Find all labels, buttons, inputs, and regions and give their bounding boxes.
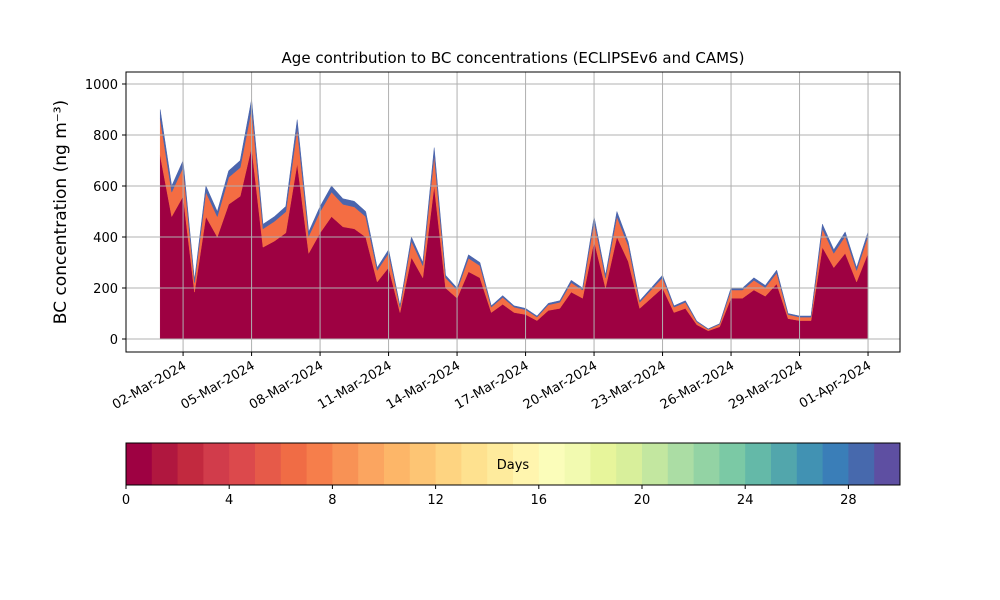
colorbar-swatch bbox=[358, 443, 385, 485]
colorbar-swatch bbox=[745, 443, 772, 485]
colorbar-tick-label: 24 bbox=[737, 493, 754, 508]
x-tick-label: 08-Mar-2024 bbox=[247, 358, 326, 412]
colorbar-tick-label: 0 bbox=[122, 493, 130, 508]
x-tick-label: 05-Mar-2024 bbox=[178, 358, 257, 412]
y-tick-label: 800 bbox=[93, 129, 118, 144]
colorbar-swatch bbox=[822, 443, 849, 485]
x-tick-label: 29-Mar-2024 bbox=[726, 358, 805, 412]
y-tick-label: 400 bbox=[93, 231, 118, 246]
colorbar-swatch bbox=[642, 443, 669, 485]
colorbar-swatch bbox=[796, 443, 824, 485]
colorbar-swatch bbox=[255, 443, 282, 485]
colorbar-swatch bbox=[280, 443, 308, 485]
colorbar-swatch bbox=[771, 443, 798, 485]
colorbar-tick-label: 28 bbox=[840, 493, 857, 508]
x-tick-label: 20-Mar-2024 bbox=[521, 358, 600, 412]
colorbar-swatch bbox=[435, 443, 462, 485]
colorbar-swatch bbox=[229, 443, 256, 485]
colorbar-swatch bbox=[874, 443, 901, 485]
x-tick-label: 23-Mar-2024 bbox=[589, 358, 668, 412]
colorbar-swatch bbox=[693, 443, 720, 485]
x-tick-label: 17-Mar-2024 bbox=[452, 358, 531, 412]
colorbar-swatch bbox=[461, 443, 488, 485]
colorbar-swatch bbox=[513, 443, 540, 485]
colorbar-swatch bbox=[538, 443, 566, 485]
y-tick-label: 0 bbox=[110, 333, 118, 348]
y-tick-label: 1000 bbox=[85, 78, 118, 93]
colorbar-swatch bbox=[848, 443, 875, 485]
colorbar-label: Days bbox=[497, 458, 530, 473]
plot-frame bbox=[125, 71, 901, 353]
colorbar-tick-label: 8 bbox=[328, 493, 336, 508]
colorbar-tick-label: 4 bbox=[225, 493, 233, 508]
chart-title: Age contribution to BC concentrations (E… bbox=[282, 49, 745, 67]
colorbar-swatch bbox=[126, 443, 153, 485]
colorbar-swatch bbox=[151, 443, 179, 485]
colorbar-swatch bbox=[487, 443, 514, 485]
x-tick-label: 11-Mar-2024 bbox=[315, 358, 394, 412]
y-axis-label: BC concentration (ng m⁻³) bbox=[51, 100, 71, 324]
colorbar-swatch bbox=[719, 443, 746, 485]
colorbar-frame bbox=[125, 442, 901, 486]
colorbar-swatch bbox=[564, 443, 591, 485]
colorbar-swatch bbox=[590, 443, 617, 485]
colorbar-swatch bbox=[177, 443, 204, 485]
x-tick-label: 26-Mar-2024 bbox=[658, 358, 737, 412]
colorbar-swatch bbox=[203, 443, 230, 485]
colorbar-swatch bbox=[667, 443, 695, 485]
colorbar-swatch bbox=[332, 443, 359, 485]
x-tick-label: 14-Mar-2024 bbox=[384, 358, 463, 412]
colorbar-swatch bbox=[616, 443, 643, 485]
colorbar-tick-label: 12 bbox=[427, 493, 444, 508]
x-tick-label: 02-Mar-2024 bbox=[110, 358, 189, 412]
y-tick-label: 200 bbox=[93, 282, 118, 297]
colorbar-tick-label: 16 bbox=[531, 493, 548, 508]
x-tick-label: 01-Apr-2024 bbox=[797, 358, 874, 411]
colorbar-swatch bbox=[306, 443, 333, 485]
colorbar-swatch bbox=[409, 443, 437, 485]
y-tick-label: 600 bbox=[93, 180, 118, 195]
colorbar-tick-label: 20 bbox=[634, 493, 651, 508]
colorbar-swatch bbox=[384, 443, 411, 485]
